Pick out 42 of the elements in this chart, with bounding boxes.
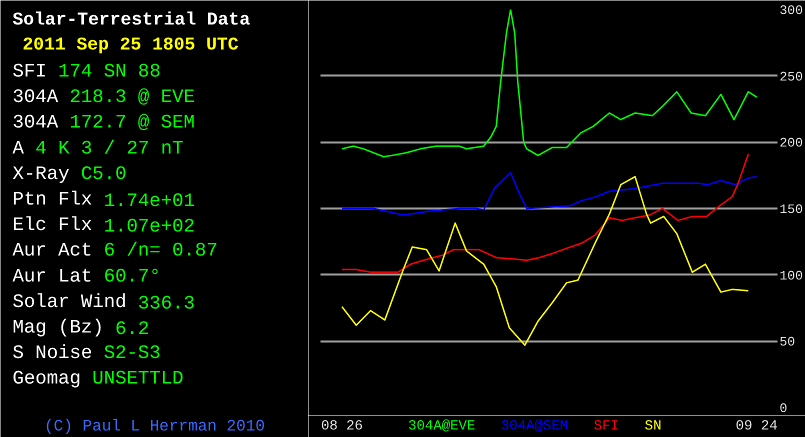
category-label: Aur Act	[12, 240, 92, 262]
text: 2011 Sep 25 1805 UTC	[22, 36, 239, 56]
category-label: Aur Lat	[12, 265, 92, 288]
y-tick-label: 100	[780, 268, 803, 284]
text: 174 SN 88	[58, 60, 161, 82]
text: 218.3 @ EVE	[70, 86, 195, 108]
text: 304A@SEM	[500, 418, 568, 434]
text: SFI	[594, 418, 619, 434]
category-label: 304A	[12, 112, 59, 134]
y-tick-label: 300	[780, 3, 803, 18]
text: UNSETTLD	[92, 368, 184, 390]
x-tick-label: 08 26	[320, 418, 363, 434]
text: S2-S3	[104, 342, 161, 364]
text: 1.07e+02	[104, 216, 195, 238]
category-label: Ptn Flx	[12, 188, 92, 210]
category-label: Mag (Bz)	[12, 316, 104, 338]
y-tick-label: 250	[780, 69, 803, 84]
x-tick-label: 09 24	[736, 418, 778, 434]
text: (C) Paul L Herrman 2010	[44, 418, 265, 436]
text: SN	[644, 418, 662, 434]
y-tick-label: 0	[780, 401, 788, 416]
text: 304A@EVE	[408, 418, 476, 434]
category-label: Solar Wind	[12, 290, 127, 313]
category-label: S Noise	[12, 342, 92, 364]
category-label: Elc Flx	[12, 214, 92, 236]
text: Solar-Terrestrial Data	[12, 10, 250, 30]
text: C5.0	[80, 162, 127, 185]
text: 60.7°	[104, 265, 161, 288]
text: 1.74e+01	[104, 190, 195, 212]
text: 336.3	[138, 292, 195, 314]
text: 6.2	[115, 318, 150, 340]
y-tick-label: 50	[780, 334, 796, 350]
text: 172.7 @ SEM	[70, 112, 195, 134]
category-label: X-Ray	[12, 162, 70, 185]
category-label: A	[12, 137, 24, 160]
text: 6 /n= 0.87	[104, 240, 218, 262]
category-label: Geomag	[12, 368, 81, 390]
y-tick-label: 150	[780, 202, 803, 217]
category-label: 304A	[12, 86, 59, 108]
y-tick-label: 200	[780, 136, 803, 151]
text: 4 K 3 / 27 nT	[35, 137, 184, 160]
category-label: SFI	[12, 60, 47, 82]
